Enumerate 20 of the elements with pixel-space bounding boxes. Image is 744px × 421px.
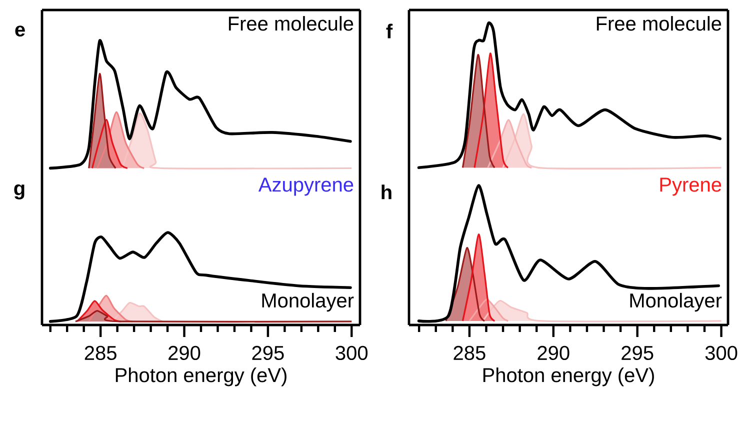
- text: Free molecule: [228, 16, 354, 31]
- text: Azupyrene: [258, 178, 354, 196]
- x-tick-label: 295: [622, 346, 654, 360]
- annotation: Free molecule: [596, 16, 722, 31]
- chart-title: g: [14, 184, 24, 200]
- annotation: Pyrene: [660, 178, 722, 196]
- chart-title: e: [15, 26, 25, 37]
- chart-title: h: [382, 184, 392, 200]
- x-axis-title: Photon energy (eV): [116, 368, 286, 386]
- x-axis-title: Photon energy (eV): [483, 368, 654, 386]
- x-tick-label: 290: [168, 346, 200, 360]
- x-tick-label: 300: [336, 346, 368, 360]
- x-tick-label: 285: [84, 346, 116, 360]
- x-tick-label: 285: [454, 346, 486, 360]
- x-tick-label: 290: [538, 346, 570, 360]
- annotation: Monolayer: [262, 292, 354, 312]
- x-tick-label: 300: [705, 346, 738, 360]
- x-tick-label: 295: [252, 346, 284, 360]
- chart-title: f: [386, 24, 393, 38]
- annotation: Monolayer: [630, 292, 722, 312]
